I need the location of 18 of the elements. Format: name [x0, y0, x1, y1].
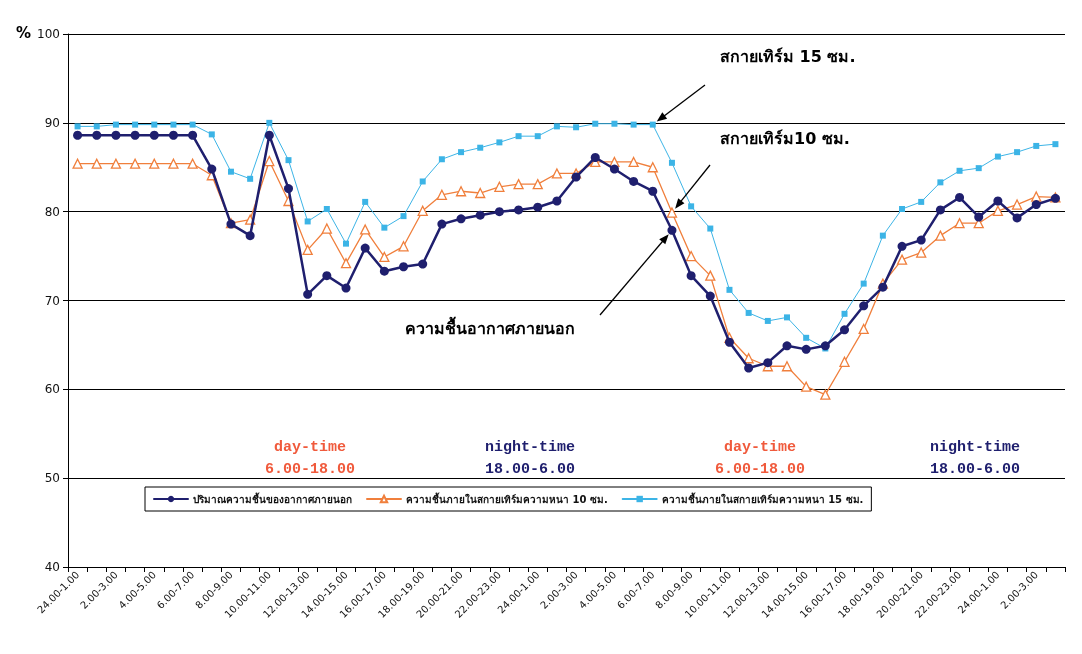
annotation: night-time 18.00-6.00	[929, 439, 1021, 478]
y-tick-label: 80	[44, 204, 60, 219]
y-tick-label: 100	[37, 27, 60, 41]
legend-label: ความชื้นภายในสกายเทิร์มความหนา 10 ซม.	[406, 491, 608, 505]
y-tick-label: 90	[44, 115, 60, 130]
legend-label: ความชื้นภายในสกายเทิร์มความหนา 15 ซม.	[661, 491, 864, 505]
annotation: day-time 6.00-18.00	[714, 439, 806, 478]
annotation: สกายเทิร์ม 15 ซม.	[720, 46, 856, 66]
annotation: สกายเทิร์ม10 ซม.	[720, 128, 850, 148]
annotation: day-time 6.00-18.00	[264, 439, 356, 478]
y-tick-label: 60	[44, 382, 60, 397]
y-tick-label: 70	[44, 293, 60, 308]
annotation: ความชื้นอากาศภายนอก	[405, 315, 575, 338]
y-axis-title: %	[16, 23, 32, 42]
legend-label: ปริมาณความชื้นของอากาศภายนอก	[193, 491, 352, 505]
annotation: night-time 18.00-6.00	[484, 439, 576, 478]
y-tick-label: 50	[44, 471, 60, 486]
y-tick-label: 40	[44, 560, 60, 574]
